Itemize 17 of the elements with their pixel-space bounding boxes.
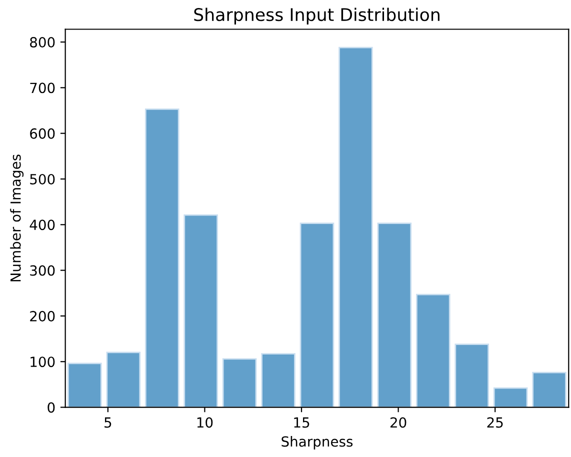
chart-title: Sharpness Input Distribution — [194, 8, 440, 25]
x-tick-label: 5 — [104, 417, 112, 428]
y-tick-label: 600 — [30, 128, 55, 139]
y-tick-label: 500 — [30, 174, 55, 184]
x-tick-label: 20 — [390, 417, 406, 428]
y-tick-label: 400 — [30, 220, 55, 230]
x-tick-label: 10 — [197, 417, 213, 428]
y-tick-label: 800 — [30, 37, 55, 48]
y-tick-label: 100 — [30, 356, 55, 368]
x-tick-label: 25 — [487, 417, 503, 428]
y-tick-label: 300 — [30, 265, 55, 276]
x-axis-title: Sharpness — [282, 436, 353, 450]
y-tick-label: 200 — [30, 310, 55, 322]
y-tick-label: 0 — [48, 402, 55, 413]
y-axis-title: Number of Images — [10, 154, 24, 282]
y-tick-label: 700 — [30, 82, 55, 94]
x-tick-label: 15 — [294, 417, 310, 428]
